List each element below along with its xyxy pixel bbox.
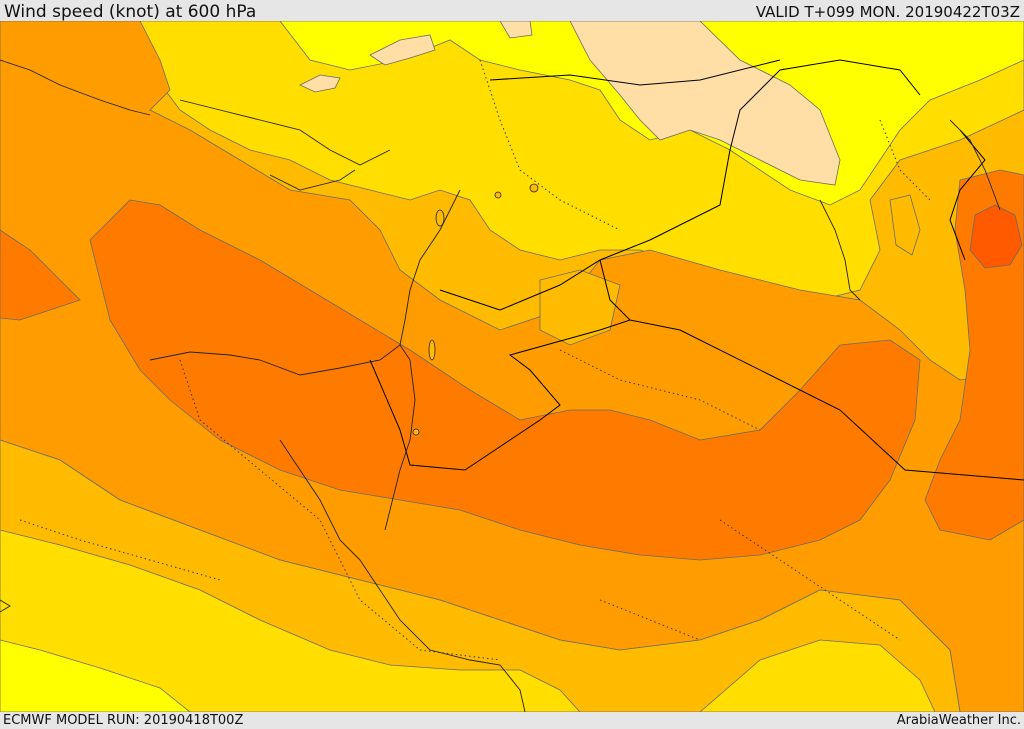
valid-time: VALID T+099 MON. 20190422T03Z <box>755 3 1020 21</box>
model-run-label: ECMWF MODEL RUN: 20190418T00Z <box>3 713 244 728</box>
south-yellow-band <box>0 529 581 712</box>
province-boundaries <box>19 59 931 661</box>
credit-label: ArabiaWeather Inc. <box>896 713 1021 728</box>
lowest-wind-patch <box>499 21 533 39</box>
water-bodies <box>412 183 539 436</box>
dark-orange-jet-core <box>89 199 921 561</box>
lowest-wind-patch <box>369 34 436 66</box>
amber-patch <box>539 269 621 346</box>
header-bar: Wind speed (knot) at 600 hPa VALID T+099… <box>0 0 1024 21</box>
lowest-wind-patch <box>299 74 341 93</box>
red-orange-maximum <box>969 204 1023 269</box>
country-borders <box>369 59 1024 481</box>
lowest-wind-zone <box>569 21 841 186</box>
coastlines <box>0 59 1001 712</box>
southeast-yellow-band <box>699 639 936 712</box>
south-light-yellow-band <box>0 639 191 712</box>
map-title: Wind speed (knot) at 600 hPa <box>4 2 257 22</box>
wind-speed-map[interactable] <box>0 21 1024 712</box>
footer-bar: ECMWF MODEL RUN: 20190418T00Z ArabiaWeat… <box>0 712 1024 729</box>
dark-orange-west-patch <box>0 229 81 321</box>
amber-patch <box>889 194 921 256</box>
